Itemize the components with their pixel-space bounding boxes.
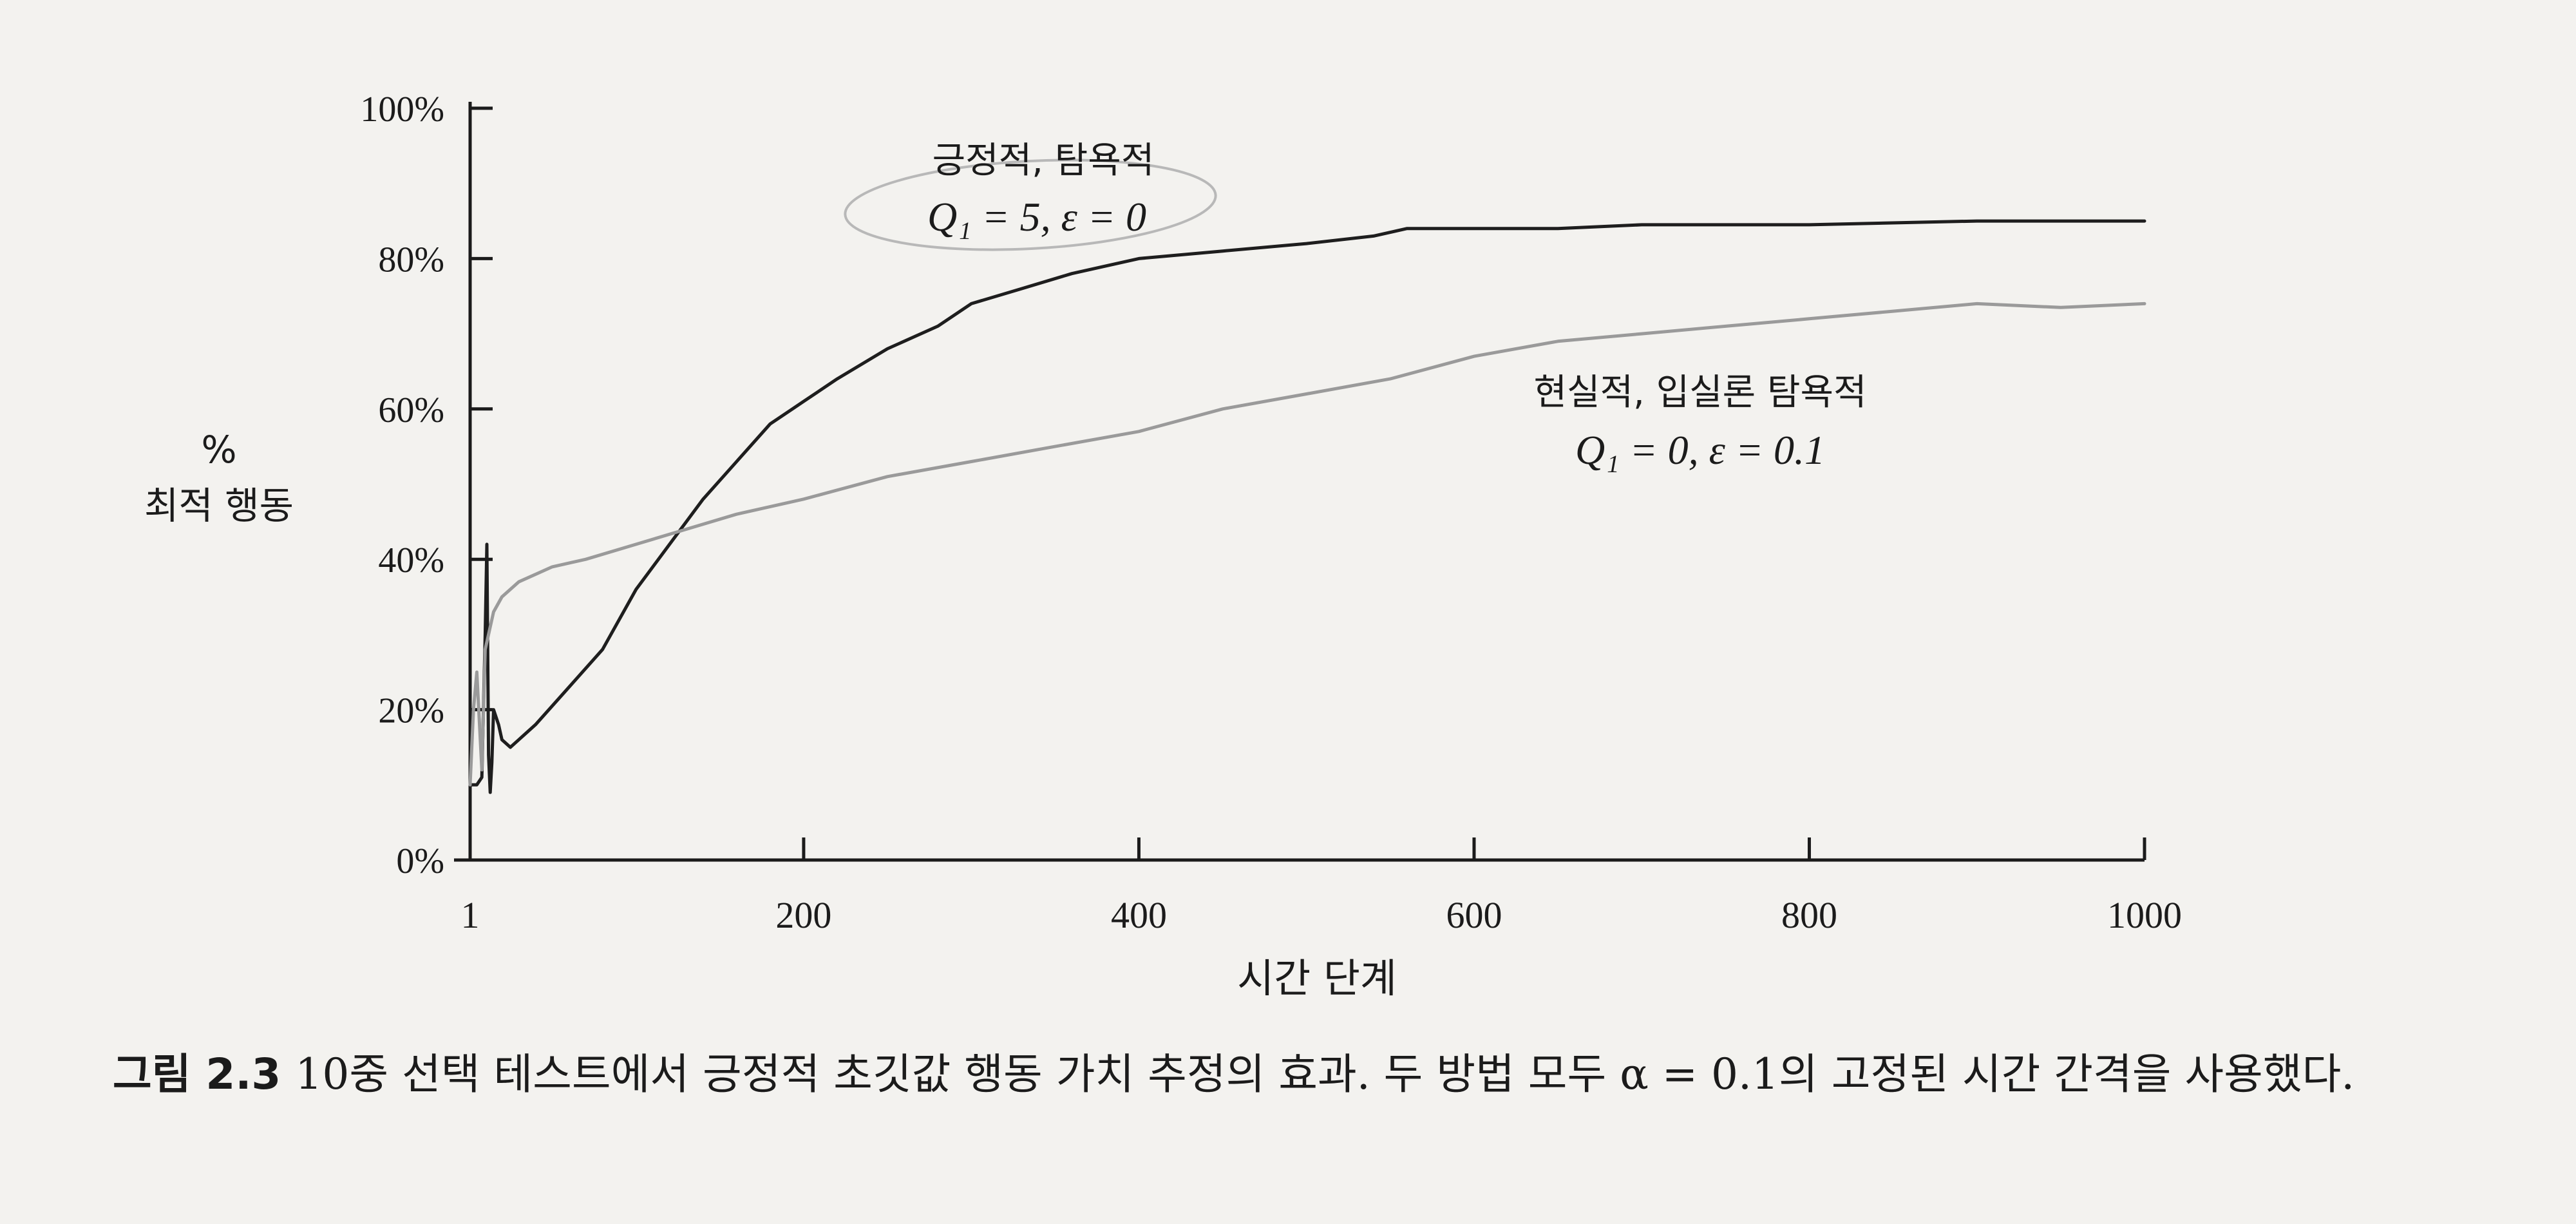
figure-caption: 그림 2.3 10중 선택 테스트에서 긍정적 초깃값 행동 가치 추정의 효과.… xyxy=(113,1037,2444,1112)
y-tick-label: 40% xyxy=(378,540,444,580)
series-0-annotation-title: 긍정적, 탐욕적 xyxy=(933,140,1155,182)
x-ticks: 1 200 400 600 800 1000 xyxy=(461,837,2182,936)
figure-caption-label: 그림 2.3 xyxy=(113,1049,281,1099)
pencil-circle xyxy=(844,158,1217,251)
y-axis-label: 최적 행동 xyxy=(144,484,294,528)
series-layer xyxy=(468,219,2146,794)
x-tick-label: 1 xyxy=(461,894,480,936)
y-tick-label: 20% xyxy=(378,691,444,731)
series-line-0 xyxy=(468,219,2146,794)
x-tick-label: 800 xyxy=(1781,894,1837,936)
series-1-annotation-title: 현실적, 입실론 탐욕적 xyxy=(1533,372,1866,414)
x-tick-label: 400 xyxy=(1111,894,1167,936)
chart: 0% 20% 40% 60% 80% 100% 1 200 400 600 800 1000 % 최… xyxy=(144,90,2182,1002)
series-0-annotation-params: Q₁ = 5, ε = 0 xyxy=(927,194,1146,240)
y-tick-label: 0% xyxy=(396,841,444,881)
x-tick-label: 200 xyxy=(775,894,831,936)
y-axis-label-unit: % xyxy=(201,428,236,472)
figure-caption-text: 10중 선택 테스트에서 긍정적 초깃값 행동 가치 추정의 효과. 두 방법 … xyxy=(295,1049,2355,1099)
x-tick-label: 600 xyxy=(1446,894,1502,936)
x-axis-label: 시간 단계 xyxy=(1237,955,1397,1002)
x-tick-label: 1000 xyxy=(2107,894,2182,936)
series-line-1 xyxy=(468,301,2146,787)
series-1-annotation-params: Q₁ = 0, ε = 0.1 xyxy=(1575,427,1825,473)
y-tick-label: 60% xyxy=(378,390,444,430)
y-ticks: 0% 20% 40% 60% 80% 100% xyxy=(360,90,493,881)
y-tick-label: 100% xyxy=(360,90,444,129)
y-tick-label: 80% xyxy=(378,240,444,280)
